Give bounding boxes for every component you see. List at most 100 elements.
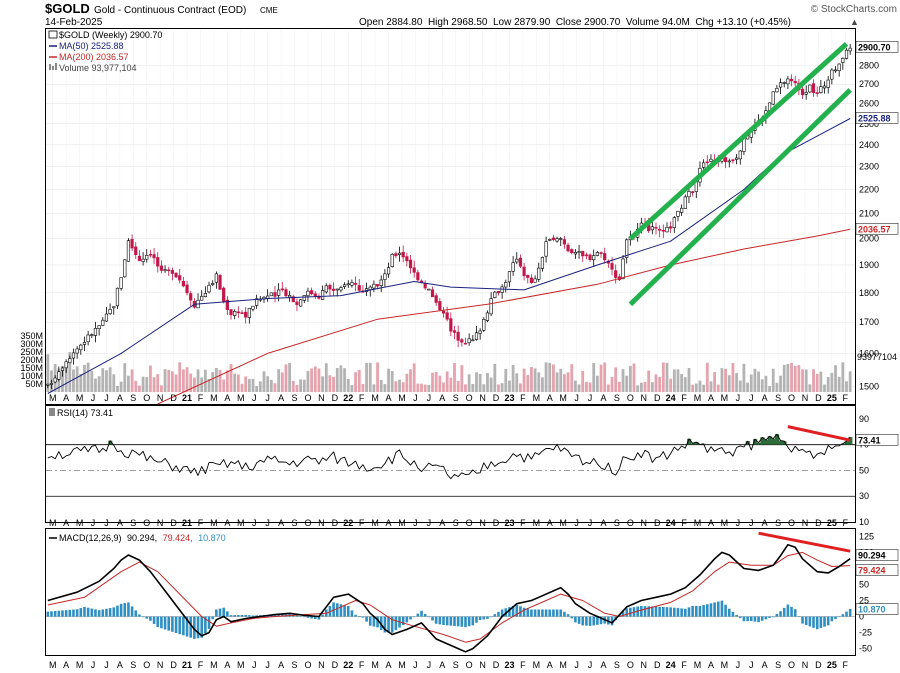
volume-bar xyxy=(533,368,537,392)
candle-body xyxy=(181,280,185,287)
macd-histogram-bar xyxy=(588,616,592,626)
candle-body xyxy=(658,228,662,231)
axes: 1500 1600 1700 1800 1900 2000 2100 2200 2300 2400… xyxy=(20,60,879,670)
x-axis-label: S xyxy=(130,393,136,403)
candle-body xyxy=(383,273,387,280)
volume-bar xyxy=(573,380,577,392)
macd-tick-label: -25 xyxy=(859,628,872,638)
volume-bar xyxy=(552,364,555,392)
x-axis-label: F xyxy=(681,660,687,670)
x-axis-label: D xyxy=(654,393,661,403)
macd-legend-label: MACD(12,26,9) xyxy=(59,533,122,543)
macd-histogram-bar xyxy=(171,616,174,632)
macd-histogram-bar xyxy=(621,611,625,617)
volume-bar xyxy=(786,363,790,392)
candle-body xyxy=(738,150,742,160)
macd-histogram-bar xyxy=(464,616,467,628)
x-axis-label: 23 xyxy=(504,393,514,403)
volume-bar xyxy=(497,384,500,392)
candle-body xyxy=(555,238,559,242)
macd-histogram-bar xyxy=(248,615,251,617)
volume-bar xyxy=(702,384,706,392)
x-axis-label: O xyxy=(788,393,795,403)
macd-histogram-bar xyxy=(357,616,361,617)
candle-body xyxy=(474,332,479,340)
x-axis-label: N xyxy=(318,393,325,403)
x-axis-label: O xyxy=(304,660,311,670)
candle-body xyxy=(515,258,519,263)
ma200-tag-text: 2036.57 xyxy=(858,224,891,234)
candle-body xyxy=(137,255,142,262)
volume-bar xyxy=(346,378,350,392)
macd-histogram-bar xyxy=(570,616,574,619)
x-axis-label: M xyxy=(398,393,406,403)
x-axis-label: D xyxy=(815,660,822,670)
macd-histogram-bar xyxy=(599,616,603,625)
x-axis-label: O xyxy=(788,660,795,670)
candle-body xyxy=(709,158,713,162)
volume-bar xyxy=(588,382,592,392)
x-axis-label: F xyxy=(359,393,365,403)
macd-histogram-bar xyxy=(658,606,661,617)
rsi-overbought-fill xyxy=(760,437,765,445)
volume-tick-label: 300M xyxy=(20,339,43,349)
x-axis-label: J xyxy=(104,518,109,528)
candle-body xyxy=(368,286,372,290)
candle-body xyxy=(97,325,101,329)
volume-bar xyxy=(771,368,775,392)
macd-histogram-bar xyxy=(130,606,134,617)
rsi-overbought-fill xyxy=(841,443,846,445)
volume-bar xyxy=(438,375,442,392)
macd-histogram-bar xyxy=(834,616,837,620)
macd-histogram-bar xyxy=(669,607,672,617)
volume-bar xyxy=(735,373,738,392)
volume-bar xyxy=(746,382,749,392)
volume-bar xyxy=(530,367,533,392)
x-axis-label: J xyxy=(104,660,109,670)
signal-tag: 79.424 xyxy=(855,564,899,576)
candle-body xyxy=(331,288,336,291)
candle-body xyxy=(789,78,794,82)
brand-watermark: © StockCharts.com xyxy=(811,4,897,15)
volume-bar xyxy=(606,384,610,392)
macd-histogram-bar xyxy=(823,616,826,627)
macd-histogram-bar xyxy=(138,614,141,617)
candle-body xyxy=(236,311,240,314)
candle-body xyxy=(434,295,438,303)
ma50-tag-box xyxy=(855,112,899,124)
hist-tag-box xyxy=(855,603,899,615)
candle-body xyxy=(126,240,131,262)
macd-tick-label: 125 xyxy=(859,531,874,541)
volume-bar xyxy=(317,368,321,392)
candle-body xyxy=(511,262,515,272)
volume-bar xyxy=(592,363,596,392)
candle-body xyxy=(93,328,98,336)
x-axis-label: A xyxy=(547,660,553,670)
x-axis-label: N xyxy=(479,518,486,528)
x-axis-label: O xyxy=(304,518,311,528)
volume-bar xyxy=(207,378,211,392)
macd-histogram-bar xyxy=(75,609,79,617)
volume-bar xyxy=(409,369,412,392)
volume-bar xyxy=(127,375,130,392)
volume-bar xyxy=(83,364,86,392)
volume-bar xyxy=(416,383,420,392)
macd-histogram-bar xyxy=(519,606,522,617)
volume-bar xyxy=(548,362,552,392)
macd-histogram-bar xyxy=(101,609,105,617)
candle-body xyxy=(288,295,292,298)
x-axis-label: O xyxy=(466,660,473,670)
volume-bar xyxy=(108,367,112,392)
legend-ma200: MA(200) 2036.57 xyxy=(59,52,129,62)
volume-bar xyxy=(815,373,819,392)
price-tick-label: 1700 xyxy=(859,317,879,327)
x-axis-label: S xyxy=(292,393,298,403)
volume-bar xyxy=(112,374,116,392)
x-axis-label: F xyxy=(843,518,849,528)
price-tick-label: 1500 xyxy=(859,382,879,392)
x-axis-label: F xyxy=(681,518,687,528)
macd-histogram-bar xyxy=(687,607,691,617)
x-axis-label: M xyxy=(721,518,729,528)
volume-bar xyxy=(398,379,401,392)
